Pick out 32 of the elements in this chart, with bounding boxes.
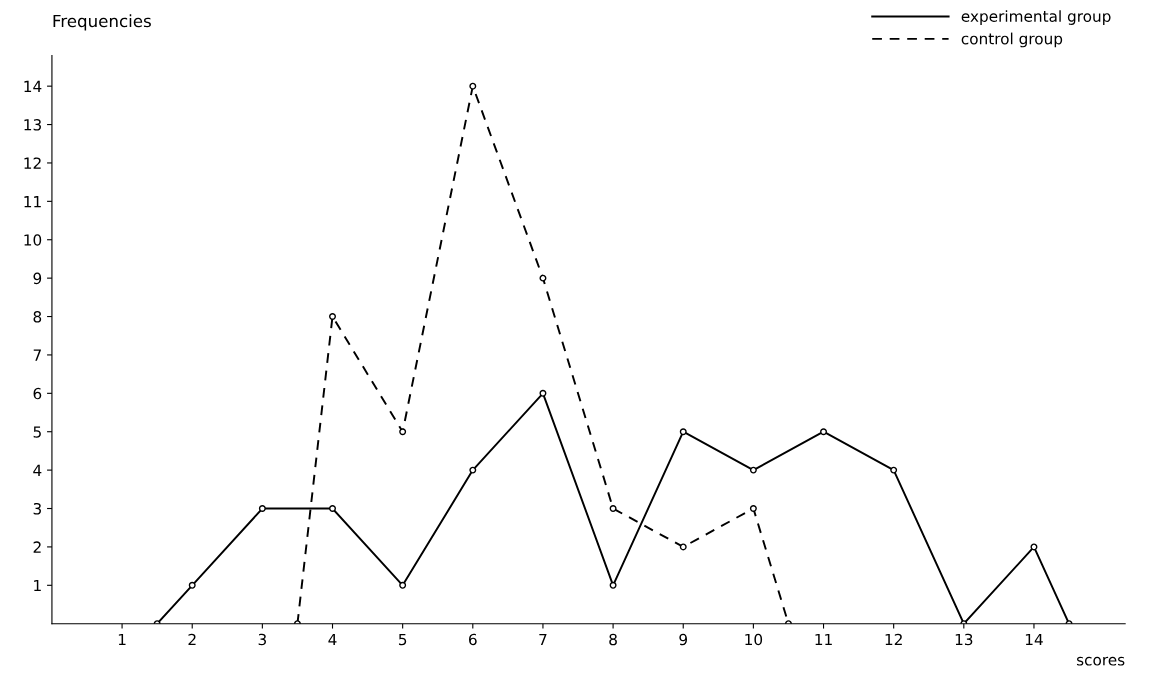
- x-tick-label: 4: [328, 633, 337, 646]
- y-tick-label: 8: [33, 311, 42, 323]
- y-tick-label: 1: [34, 579, 41, 592]
- x-tick-label: 2: [188, 633, 196, 646]
- y-tick-label: 10: [24, 234, 42, 246]
- x-tick-label: 1: [118, 633, 126, 646]
- y-tick-label: 14: [24, 80, 42, 92]
- y-tick-label: 11: [24, 196, 41, 208]
- y-tick-label: 2: [33, 541, 41, 553]
- y-tick-label: 13: [24, 119, 41, 131]
- y-axis-title: Frequencies: [53, 14, 151, 31]
- y-tick-label: 7: [33, 349, 41, 361]
- x-tick-label: 11: [815, 633, 832, 646]
- legend-label: experimental group: [961, 10, 1111, 25]
- y-tick-label: 5: [33, 426, 41, 438]
- y-tick-label: 6: [33, 387, 42, 400]
- x-tick-label: 10: [745, 633, 763, 646]
- y-tick-label: 9: [33, 272, 42, 285]
- x-tick-label: 6: [469, 633, 477, 646]
- x-axis-title: scores: [1076, 656, 1125, 666]
- x-tick-label: 5: [398, 633, 407, 646]
- y-tick-label: 4: [33, 464, 42, 476]
- y-tick-label: 12: [24, 157, 41, 169]
- x-tick-label: 3: [258, 633, 266, 646]
- y-tick-label: 3: [33, 502, 41, 515]
- legend-label: control group: [961, 32, 1063, 48]
- x-tick-label: 9: [679, 633, 688, 646]
- x-tick-label: 12: [885, 633, 902, 646]
- x-tick-label: 8: [609, 633, 617, 646]
- x-tick-label: 7: [539, 633, 547, 646]
- x-tick-label: 13: [955, 633, 973, 646]
- x-tick-label: 14: [1025, 633, 1043, 646]
